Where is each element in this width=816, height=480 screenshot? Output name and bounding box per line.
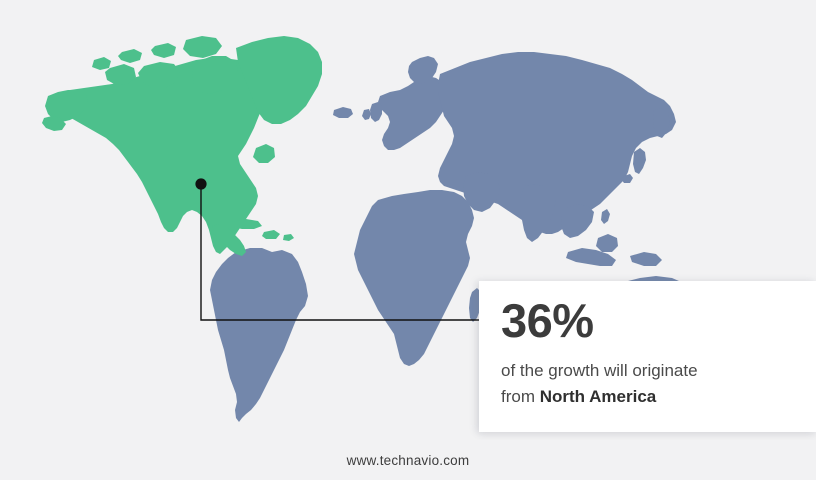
map-region-ireland bbox=[362, 109, 371, 120]
map-region-arctic-islet-c bbox=[92, 57, 111, 70]
map-region-north-america-highlight bbox=[42, 36, 322, 256]
map-region-aleutians bbox=[42, 116, 66, 131]
callout-region-name: North America bbox=[539, 387, 657, 407]
map-region-newfoundland bbox=[253, 144, 275, 163]
callout-description: of the growth will originate from North … bbox=[501, 358, 796, 411]
map-region-kamchatka bbox=[653, 108, 670, 138]
map-region-japan bbox=[633, 148, 646, 174]
footer-url: www.technavio.com bbox=[346, 452, 470, 468]
map-region-hispaniola bbox=[262, 230, 280, 239]
map-region-baffin-island bbox=[192, 56, 238, 94]
map-region-scandinavia bbox=[408, 56, 438, 84]
map-region-southeast-asia bbox=[561, 204, 594, 238]
map-region-arctic-islet-a bbox=[151, 43, 176, 58]
map-region-philippines bbox=[601, 209, 610, 224]
callout-description-line1: of the growth will originate bbox=[501, 360, 698, 380]
map-region-south-america bbox=[210, 248, 308, 422]
callout-stat-value: 36% bbox=[501, 294, 594, 347]
map-region-ellesmere-island bbox=[183, 36, 222, 58]
footer-bar: www.technavio.com bbox=[0, 440, 816, 480]
callout-description-line2-prefix: from bbox=[501, 387, 540, 407]
map-region-puerto-rico bbox=[283, 234, 294, 241]
map-region-greenland bbox=[236, 36, 322, 124]
map-region-alaska bbox=[45, 90, 88, 122]
map-region-africa bbox=[354, 190, 474, 366]
map-region-new-guinea bbox=[630, 252, 662, 266]
callout-box: 36% of the growth will originate from No… bbox=[479, 281, 816, 432]
map-region-indonesia bbox=[566, 248, 616, 266]
map-region-india bbox=[520, 184, 556, 242]
map-region-japan-south bbox=[621, 174, 633, 183]
map-region-iceland bbox=[333, 107, 353, 118]
map-region-arctic-islet-b bbox=[118, 49, 142, 63]
map-region-victoria-island bbox=[138, 62, 180, 88]
map-region-borneo bbox=[596, 234, 618, 252]
map-region-british-isles bbox=[370, 102, 382, 122]
map-region-banks-island bbox=[105, 64, 136, 85]
